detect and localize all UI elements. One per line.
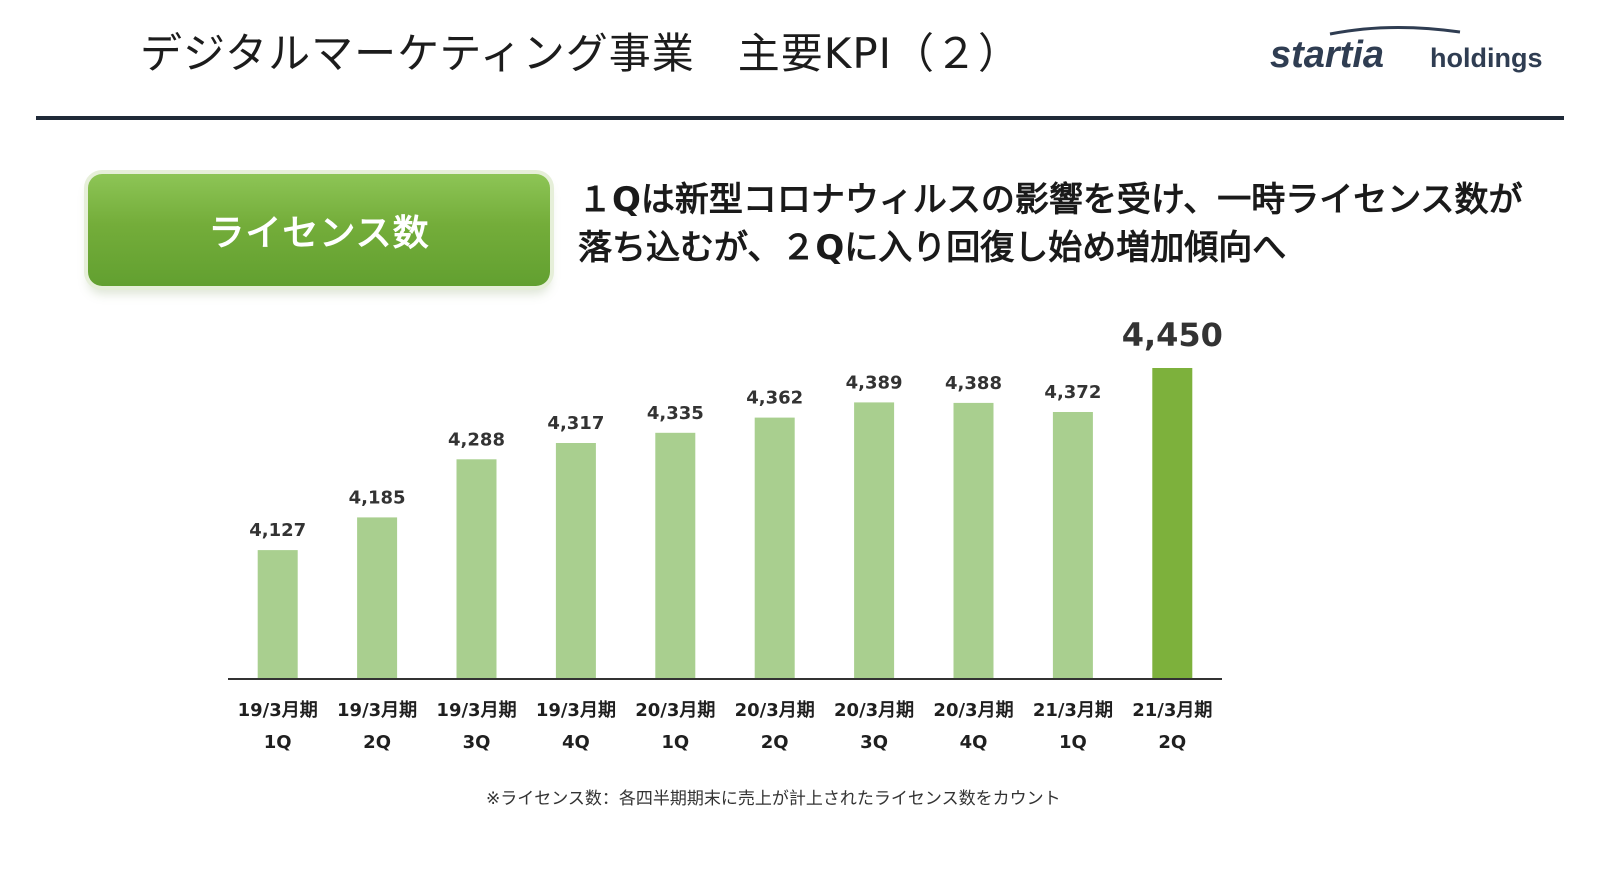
company-logo: startia holdings (1270, 25, 1542, 76)
x-tick-label-quarter: 3Q (463, 732, 491, 753)
x-tick-label-period: 19/3月期 (436, 700, 516, 721)
x-tick-label-period: 21/3月期 (1132, 700, 1212, 721)
logo-text-main: startia (1270, 34, 1384, 76)
chart-bar (257, 550, 298, 678)
x-tick-label-quarter: 1Q (661, 732, 689, 753)
bar-value-label: 4,185 (349, 487, 406, 508)
title-divider (36, 116, 1564, 120)
headline: １Qは新型コロナウィルスの影響を受け、一時ライセンス数が 落ち込むが、２Qに入り… (578, 176, 1578, 272)
logo-text-sub: holdings (1430, 43, 1542, 73)
x-tick-label-quarter: 1Q (264, 732, 292, 753)
bar-value-label: 4,450 (1122, 316, 1223, 354)
bar-value-label: 4,362 (746, 388, 803, 409)
footnote: ※ライセンス数：各四半期期末に売上が計上されたライセンス数をカウント (486, 789, 1061, 809)
x-tick-label-quarter: 2Q (761, 732, 789, 753)
headline-line-1: １Qは新型コロナウィルスの影響を受け、一時ライセンス数が (578, 180, 1523, 220)
logo-swoosh (1329, 25, 1461, 36)
x-tick-label-quarter: 1Q (1059, 732, 1087, 753)
chart-bar (953, 402, 994, 678)
chart-bar (456, 459, 497, 678)
x-tick-label-period: 19/3月期 (238, 700, 318, 721)
chart-bar (854, 402, 895, 678)
bar-value-label: 4,335 (647, 403, 704, 424)
chart-bar (754, 417, 795, 678)
x-tick-label-quarter: 4Q (960, 732, 988, 753)
metric-badge-label: ライセンス数 (208, 213, 430, 254)
metric-badge: ライセンス数 (88, 174, 550, 286)
chart-bar (555, 443, 596, 678)
chart-bar (357, 517, 398, 678)
x-tick-label-quarter: 3Q (860, 732, 888, 753)
bar-value-label: 4,388 (945, 373, 1002, 394)
x-tick-label-period: 20/3月期 (735, 700, 815, 721)
bar-value-label: 4,288 (448, 429, 505, 450)
bar-value-label: 4,317 (547, 413, 604, 434)
bar-value-label: 4,127 (249, 520, 306, 541)
chart-bar (655, 432, 696, 678)
x-tick-label-period: 20/3月期 (834, 700, 914, 721)
chart-bar (1052, 412, 1093, 678)
x-tick-label-quarter: 2Q (363, 732, 391, 753)
x-tick-label-period: 20/3月期 (933, 700, 1013, 721)
x-tick-label-period: 21/3月期 (1033, 700, 1113, 721)
x-tick-label-period: 19/3月期 (536, 700, 616, 721)
chart-bar (1152, 368, 1193, 678)
x-tick-label-quarter: 4Q (562, 732, 590, 753)
slide-title: デジタルマーケティング事業 主要KPI（２） (140, 29, 1022, 78)
x-tick-label-period: 20/3月期 (635, 700, 715, 721)
x-tick-label-quarter: 2Q (1158, 732, 1186, 753)
bar-value-label: 4,389 (846, 372, 903, 393)
headline-line-2: 落ち込むが、２Qに入り回復し始め増加傾向へ (578, 228, 1287, 268)
bar-value-label: 4,372 (1044, 382, 1101, 403)
x-tick-label-period: 19/3月期 (337, 700, 417, 721)
